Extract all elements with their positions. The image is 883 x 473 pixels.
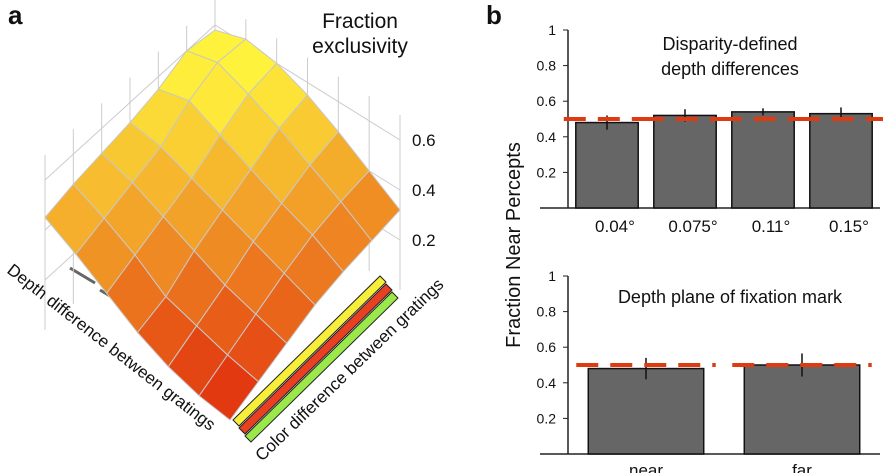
color-key	[232, 275, 387, 427]
x-tick-label: 0.11°	[752, 217, 791, 236]
y-tick-label: 0.6	[537, 93, 557, 109]
depth-key	[69, 266, 96, 285]
chart-title: Fraction	[322, 10, 398, 33]
y-tick-label: 0.6	[537, 339, 557, 355]
y-tick-label: 0.2	[537, 410, 557, 426]
z-tick-label: 0.6	[412, 131, 436, 150]
bar	[743, 364, 861, 455]
chart-title: Disparity-defined	[662, 34, 797, 54]
grid-line	[44, 24, 401, 181]
color-key	[244, 291, 399, 443]
chart-title: depth differences	[661, 59, 799, 79]
panel-label: a	[8, 0, 23, 30]
z-tick-label: 0.2	[412, 231, 436, 250]
y-axis-label: Fraction Near Percepts	[503, 142, 525, 348]
color-key	[238, 283, 393, 435]
bar	[587, 367, 705, 455]
y-tick-label: 0.8	[537, 304, 557, 320]
x-tick-label: 0.15°	[829, 217, 869, 236]
y-tick-label: 1	[548, 22, 556, 38]
surface-patch	[198, 354, 260, 421]
y-tick-label: 0.2	[537, 164, 557, 180]
bar	[653, 114, 717, 209]
chart-title: exclusivity	[312, 35, 408, 58]
y-tick-label: 0.4	[537, 375, 557, 391]
x-tick-label: far	[792, 461, 812, 473]
y-tick-label: 0.4	[537, 129, 557, 145]
bar	[575, 121, 639, 209]
panel-label: b	[486, 0, 502, 30]
decor	[69, 266, 399, 443]
bar	[809, 112, 873, 209]
x-tick-label: 0.04°	[595, 217, 635, 236]
z-tick-label: 0.4	[412, 181, 436, 200]
bar	[731, 111, 795, 209]
x-tick-label: near	[629, 461, 663, 473]
chart-title: Depth plane of fixation mark	[618, 287, 843, 307]
y-tick-label: 0.8	[537, 58, 557, 74]
y-tick-label: 1	[548, 268, 556, 284]
x-tick-label: 0.075°	[668, 217, 717, 236]
